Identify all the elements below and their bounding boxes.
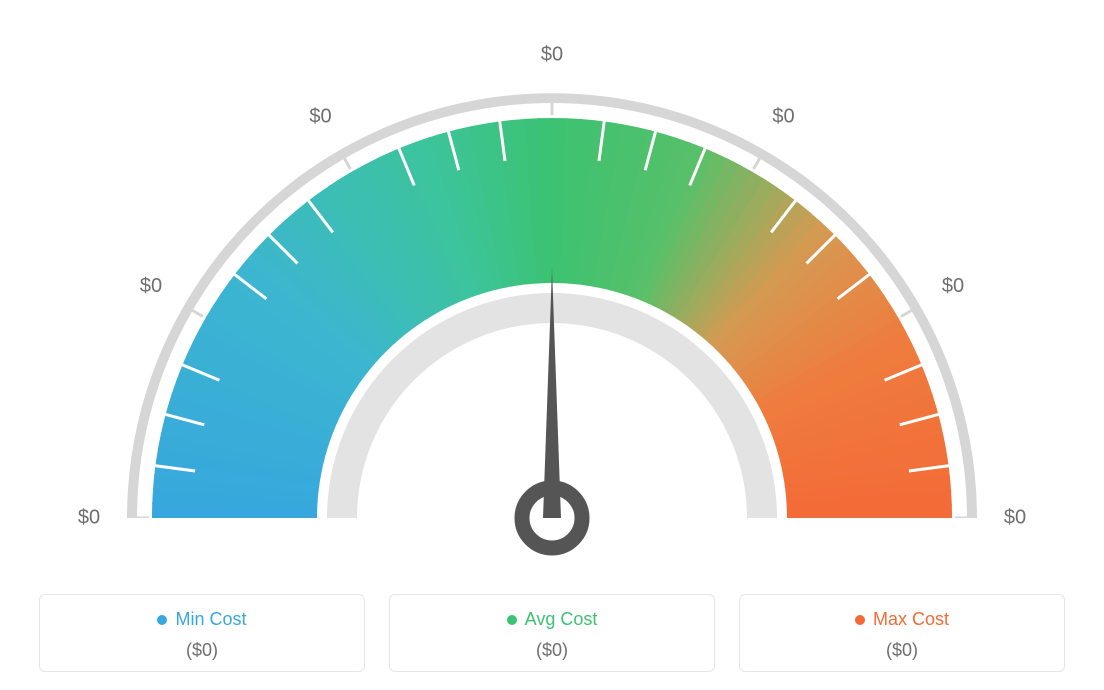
gauge-svg: $0 $0 $0 $0 $0 $0 $0 (62, 28, 1042, 558)
legend-title-min: Min Cost (157, 609, 246, 630)
gauge-tick-label: $0 (942, 275, 964, 297)
gauge-tick-label: $0 (140, 275, 162, 297)
legend-row: Min Cost ($0) Avg Cost ($0) Max Cost ($0… (39, 594, 1065, 672)
gauge-tick-label: $0 (309, 105, 331, 127)
gauge-tick-label: $0 (1004, 506, 1026, 528)
gauge-tick-label: $0 (541, 43, 563, 65)
legend-label: Min Cost (175, 609, 246, 630)
legend-card-min: Min Cost ($0) (39, 594, 365, 672)
legend-label: Max Cost (873, 609, 949, 630)
gauge-tick-label: $0 (78, 506, 100, 528)
dot-icon (855, 615, 865, 625)
legend-value-min: ($0) (40, 640, 364, 661)
legend-card-max: Max Cost ($0) (739, 594, 1065, 672)
gauge-chart-container: $0 $0 $0 $0 $0 $0 $0 Min Cost ($0) Avg Cost ($… (0, 0, 1104, 690)
dot-icon (157, 615, 167, 625)
gauge-area: $0 $0 $0 $0 $0 $0 $0 (62, 28, 1042, 548)
dot-icon (507, 615, 517, 625)
legend-value-avg: ($0) (390, 640, 714, 661)
legend-value-max: ($0) (740, 640, 1064, 661)
gauge-tick-label: $0 (772, 105, 794, 127)
legend-title-max: Max Cost (855, 609, 949, 630)
legend-card-avg: Avg Cost ($0) (389, 594, 715, 672)
legend-title-avg: Avg Cost (507, 609, 598, 630)
legend-label: Avg Cost (525, 609, 598, 630)
